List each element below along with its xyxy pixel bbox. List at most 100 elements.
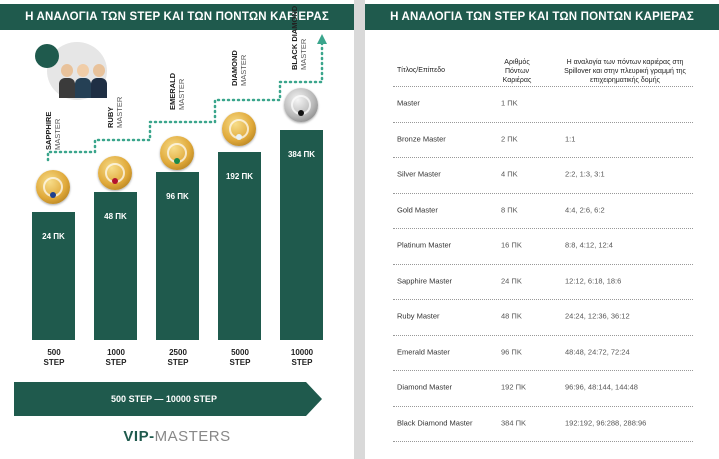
team-people-icon [35,40,113,100]
row-divider [393,370,693,371]
row-divider [393,157,693,158]
table-cell-points: 1 ΠΚ [501,98,518,108]
table-cell-points: 8 ΠΚ [501,205,518,214]
rank-name-label: RUBY MASTER [106,97,124,128]
table-row: Sapphire Master 24 ΠΚ 12:12, 6:18, 18:6 [393,266,693,296]
right-page: Η ΑΝΑΛΟΓΙΑ ΤΩΝ STEP ΚΑΙ ΤΩΝ ΠΟΝΤΩΝ ΚΑΡΙΕ… [365,0,719,459]
table-cell-ratio: 1:1 [565,134,576,143]
row-divider [393,441,693,442]
table-row: Silver Master 4 ΠΚ 2:2, 1:3, 3:1 [393,159,693,189]
rank-name: SAPPHIRE [44,111,53,150]
column-header-ratio: Η αναλογία των πόντων καριέρας στη Spill… [564,59,686,84]
row-divider [393,121,693,123]
rank-medal-icon [284,88,318,122]
row-divider [393,192,693,194]
table-row: Platinum Master 16 ΠΚ 8:8, 4:12, 12:4 [393,230,693,260]
range-arrow-text-wrap: 500 STEP — 10000 STEP [14,382,322,416]
table-row: Black Diamond Master 384 ΠΚ 192:192, 96:28… [393,408,693,438]
step-unit: STEP [43,358,65,367]
rank-name: BLACK DIAMOND [290,5,299,70]
table-cell-ratio: 2:2, 1:3, 3:1 [565,169,605,179]
table-row: Diamond Master 192 ΠΚ 96:96, 48:144, 144:4… [393,372,693,402]
table-cell-ratio: 12:12, 6:18, 18:6 [565,276,622,285]
table-cell-points: 4 ΠΚ [501,169,518,179]
step-threshold-label: 5000 STEP [215,348,265,368]
step-value: 10000 [290,348,314,357]
chart-bar-black-diamond: 384 ΠΚ [280,130,323,340]
row-divider [393,334,693,336]
step-threshold-label: 2500 STEP [153,348,203,368]
column-header-points: Αριθμός Πόντων Καριέρας [502,59,532,84]
brand-part-2: MASTERS [154,428,231,445]
rank-medal-icon [160,136,194,170]
step-threshold-label: 10000 STEP [277,348,327,368]
rank-name-label: EMERALD MASTER [168,73,186,110]
table-cell-points: 96 ΠΚ [501,347,522,356]
bar-points-label: 192 ΠΚ [225,172,254,181]
bar-points-label: 48 ΠΚ [104,212,127,221]
chart-connectors [46,34,327,162]
table-cell-title: Ruby Master [397,311,440,321]
brand-part-1: VIP- [123,428,155,445]
rank-level: MASTER [53,118,62,150]
step-unit: STEP [229,358,251,367]
table-cell-title: Emerald Master [397,347,450,356]
table-cell-title: Diamond Master [397,382,453,392]
table-row: Ruby Master 48 ΠΚ 24:24, 12:36, 36:12 [393,301,693,331]
step-unit: STEP [291,358,313,367]
table-cell-ratio: 4:4, 2:6, 6:2 [565,205,605,214]
bar-points-label: 384 ΠΚ [287,150,316,159]
table-row: Gold Master 8 ΠΚ 4:4, 2:6, 6:2 [393,195,693,225]
table-cell-ratio: 48:48, 24:72, 72:24 [565,347,630,356]
table-cell-points: 24 ΠΚ [501,276,522,285]
chart-bar-diamond: 192 ΠΚ [218,152,261,340]
rank-level: MASTER [177,78,186,110]
bar-points-label: 96 ΠΚ [166,192,189,201]
bar-points-label: 24 ΠΚ [42,232,65,241]
chart-bar-ruby: 48 ΠΚ [94,192,137,340]
rank-medal-icon [36,170,70,204]
rank-medal-icon [98,156,132,190]
row-divider [393,299,693,300]
table-row: Master 1 ΠΚ [393,88,693,118]
table-cell-ratio: 24:24, 12:36, 36:12 [565,311,630,321]
table-cell-points: 16 ΠΚ [501,240,522,250]
row-divider [393,86,693,87]
rank-medal-icon [222,112,256,146]
table-cell-title: Master [397,98,420,108]
rank-name: DIAMOND [230,50,239,86]
progress-arrowhead [317,34,327,44]
left-page: Η ΑΝΑΛΟΓΙΑ ΤΩΝ STEP ΚΑΙ ΤΩΝ ΠΟΝΤΩΝ ΚΑΡΙΕ… [0,0,354,459]
rank-level: MASTER [115,96,124,128]
column-header-title: Τίτλος/Επίπεδο [397,67,445,74]
step-unit: STEP [105,358,127,367]
step-value: 1000 [107,348,125,357]
table-cell-ratio: 192:192, 96:288, 288:96 [565,418,647,427]
table-header: Τίτλος/Επίπεδο Αριθμός Πόντων Καριέρας Η… [393,50,693,90]
step-value: 500 [47,348,61,357]
step-value: 2500 [169,348,187,357]
rank-name-label: DIAMOND MASTER [230,50,248,86]
progress-dotted-line [46,38,324,162]
range-arrow-banner [14,382,322,416]
table-cell-title: Platinum Master [397,240,452,250]
table-row: Emerald Master 96 ΠΚ 48:48, 24:72, 72:24 [393,337,693,367]
table-cell-points: 2 ΠΚ [501,134,518,143]
row-divider [393,263,693,265]
rank-name-label: BLACK DIAMOND MASTER [290,6,308,70]
left-page-header: Η ΑΝΑΛΟΓΙΑ ΤΩΝ STEP ΚΑΙ ΤΩΝ ΠΟΝΤΩΝ ΚΑΡΙΕ… [0,4,354,30]
step-threshold-label: 1000 STEP [91,348,141,368]
table-cell-ratio: 8:8, 4:12, 12:4 [565,240,613,250]
rank-level: MASTER [299,38,308,70]
row-divider [393,405,693,407]
brand-logo: VIP-MASTERS [0,428,354,445]
table-cell-title: Sapphire Master [397,276,453,285]
step-value: 5000 [231,348,249,357]
range-banner-label: 500 STEP — 10000 STEP [111,394,217,404]
step-threshold-label: 500 STEP [29,348,79,368]
table-row: Bronze Master 2 ΠΚ 1:1 [393,124,693,154]
table-cell-title: Black Diamond Master [397,418,473,427]
table-cell-ratio: 96:96, 48:144, 144:48 [565,382,638,392]
table-cell-title: Bronze Master [397,134,446,143]
table-cell-points: 192 ΠΚ [501,382,527,392]
